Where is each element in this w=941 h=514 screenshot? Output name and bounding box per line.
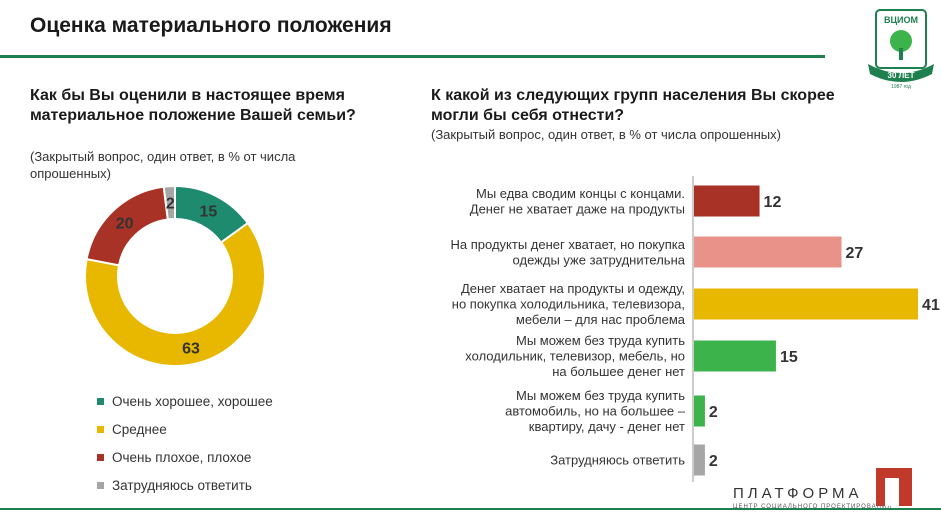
vciom-logo: ВЦИОМ 30 ЛЕТ 1987 год bbox=[868, 9, 934, 90]
bar-category-label: Мы едва сводим концы с концами. Денег не … bbox=[470, 186, 685, 217]
brand-subtitle: ЦЕНТР СОЦИАЛЬНОГО ПРОЕКТИРОВАНИЯ bbox=[733, 504, 893, 510]
legend-label: Затрудняюсь ответить bbox=[112, 477, 252, 493]
bar bbox=[694, 185, 760, 217]
right-question-note: (Закрытый вопрос, один ответ, в % от чис… bbox=[431, 127, 781, 142]
bar-category-label: Мы можем без труда купить холодильник, те… bbox=[465, 333, 685, 379]
bar bbox=[694, 340, 776, 372]
footer-divider bbox=[0, 508, 941, 510]
bar-category-label: Денег хватает на продукты и одежду, но по… bbox=[452, 281, 686, 327]
bar-value-label: 12 bbox=[764, 194, 782, 211]
legend-item: Затрудняюсь ответить bbox=[97, 471, 273, 499]
bar bbox=[694, 444, 705, 476]
bar-category-label: Затрудняюсь ответить bbox=[550, 453, 685, 468]
legend-item: Очень хорошее, хорошее bbox=[97, 387, 273, 415]
donut-slice-label: 63 bbox=[182, 341, 200, 358]
donut-slice bbox=[84, 221, 266, 367]
bar-category-label: На продукты денег хватает, но покупка оде… bbox=[451, 237, 686, 268]
bar-value-label: 2 bbox=[709, 404, 718, 421]
logo-text-mid: 30 ЛЕТ bbox=[888, 71, 915, 80]
bar-chart: 12 Мы едва сводим концы с концами. Денег н… bbox=[451, 176, 940, 482]
tree-icon bbox=[890, 30, 912, 52]
donut-slice-label: 15 bbox=[199, 204, 217, 221]
legend-swatch bbox=[97, 453, 104, 461]
left-question: Как бы Вы оценили в настоящее время мате… bbox=[30, 87, 356, 124]
bar-value-label: 2 bbox=[709, 453, 718, 470]
right-question: К какой из следующих групп населения Вы … bbox=[431, 87, 835, 124]
legend-swatch bbox=[97, 397, 104, 405]
bar-value-label: 41 bbox=[922, 297, 940, 314]
bar-category-label: Мы можем без труда купить автомобиль, но … bbox=[505, 388, 686, 434]
header-divider bbox=[0, 55, 825, 58]
donut-legend: Очень хорошее, хорошее Среднее Очень плохо… bbox=[97, 387, 273, 499]
donut-slice bbox=[162, 184, 176, 221]
bar bbox=[694, 288, 918, 320]
legend-swatch bbox=[97, 481, 104, 489]
legend-item: Очень плохое, плохое bbox=[97, 443, 273, 471]
page-title: Оценка материального положения bbox=[30, 14, 392, 37]
legend-label: Очень хорошее, хорошее bbox=[112, 393, 273, 409]
legend-swatch bbox=[97, 425, 104, 433]
platforma-logo-icon bbox=[876, 468, 912, 506]
donut-slice-label: 2 bbox=[166, 196, 175, 213]
bar-value-label: 15 bbox=[780, 349, 798, 366]
logo-text-top: ВЦИОМ bbox=[884, 15, 918, 25]
bar bbox=[694, 236, 842, 268]
bar-value-label: 27 bbox=[846, 245, 864, 262]
left-question-note: (Закрытый вопрос, один ответ, в % от чис… bbox=[30, 149, 296, 181]
logo-text-bottom: 1987 год bbox=[891, 84, 911, 90]
donut-chart: 15 63 20 2 bbox=[84, 184, 266, 367]
bar bbox=[694, 395, 705, 427]
legend-item: Среднее bbox=[97, 415, 273, 443]
donut-slice-label: 20 bbox=[116, 215, 134, 232]
legend-label: Среднее bbox=[112, 421, 167, 437]
brand-name: ПЛАТФОРМА bbox=[733, 485, 863, 502]
legend-label: Очень плохое, плохое bbox=[112, 449, 252, 465]
